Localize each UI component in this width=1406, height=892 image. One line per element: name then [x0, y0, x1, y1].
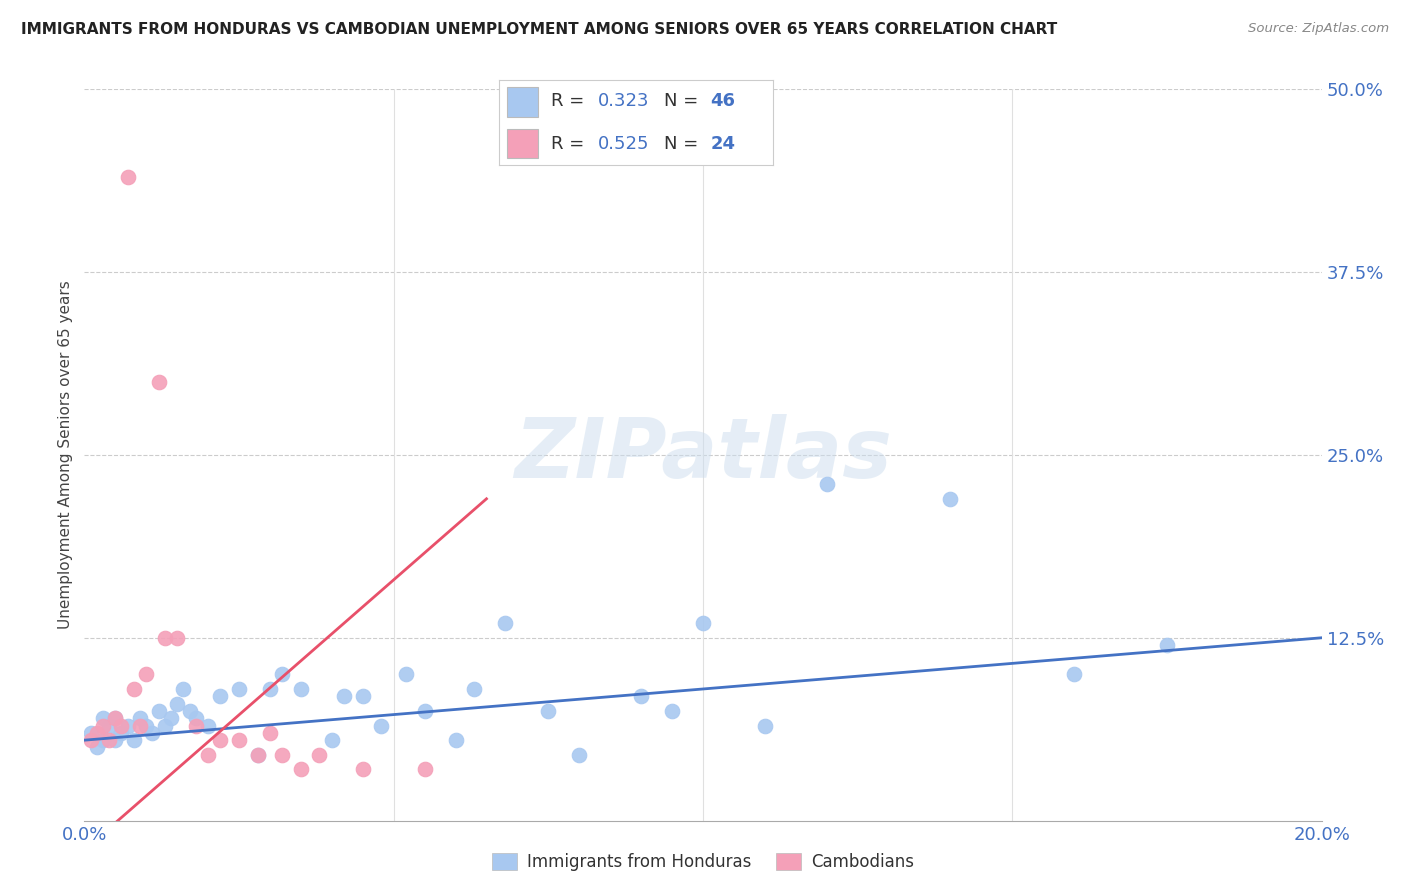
Text: N =: N = [664, 93, 703, 111]
Point [661, 704, 683, 718]
Point [815, 477, 838, 491]
Point [79, 726, 101, 740]
Text: IMMIGRANTS FROM HONDURAS VS CAMBODIAN UNEMPLOYMENT AMONG SENIORS OVER 65 YEARS C: IMMIGRANTS FROM HONDURAS VS CAMBODIAN UN… [21, 22, 1057, 37]
Point [692, 616, 714, 631]
Point [184, 711, 207, 725]
Point [91, 711, 114, 725]
Point [184, 718, 207, 732]
Point [259, 681, 281, 696]
Point [172, 681, 194, 696]
Text: N =: N = [664, 135, 703, 153]
Bar [508, 87, 537, 117]
Text: 46: 46 [710, 93, 735, 111]
Point [166, 697, 188, 711]
Point [228, 681, 250, 696]
Legend: Immigrants from Honduras, Cambodians: Immigrants from Honduras, Cambodians [485, 847, 921, 878]
Point [413, 763, 436, 777]
Text: Source: ZipAtlas.com: Source: ZipAtlas.com [1249, 22, 1389, 36]
Point [1063, 667, 1085, 681]
Point [141, 726, 163, 740]
Text: 24: 24 [710, 135, 735, 153]
Point [246, 747, 269, 762]
Point [153, 631, 176, 645]
Point [160, 711, 183, 725]
Point [413, 704, 436, 718]
Point [259, 726, 281, 740]
Point [129, 711, 152, 725]
Point [271, 667, 294, 681]
Point [228, 733, 250, 747]
Point [246, 747, 269, 762]
Point [117, 718, 139, 732]
Point [290, 681, 312, 696]
Point [370, 718, 392, 732]
Point [630, 690, 652, 704]
Point [148, 704, 170, 718]
Point [98, 718, 121, 732]
Point [209, 733, 232, 747]
Point [104, 711, 127, 725]
Point [444, 733, 467, 747]
Point [395, 667, 418, 681]
Point [79, 733, 101, 747]
Point [197, 718, 219, 732]
Point [271, 747, 294, 762]
Point [209, 690, 232, 704]
Point [754, 718, 776, 732]
Point [98, 733, 121, 747]
Point [321, 733, 343, 747]
Point [104, 733, 127, 747]
Point [135, 667, 157, 681]
Point [91, 733, 114, 747]
Text: ZIPatlas: ZIPatlas [515, 415, 891, 495]
Point [1156, 638, 1178, 652]
Point [197, 747, 219, 762]
Point [122, 733, 145, 747]
Text: 0.323: 0.323 [598, 93, 650, 111]
Point [463, 681, 485, 696]
Text: R =: R = [551, 135, 591, 153]
Y-axis label: Unemployment Among Seniors over 65 years: Unemployment Among Seniors over 65 years [58, 281, 73, 629]
Bar [508, 128, 537, 158]
Text: R =: R = [551, 93, 591, 111]
Point [568, 747, 591, 762]
Point [122, 681, 145, 696]
Point [939, 491, 962, 506]
Point [333, 690, 356, 704]
Point [179, 704, 201, 718]
Point [537, 704, 560, 718]
Point [117, 169, 139, 184]
Point [129, 718, 152, 732]
Point [308, 747, 330, 762]
Point [110, 726, 132, 740]
Point [290, 763, 312, 777]
Point [86, 726, 108, 740]
Point [352, 763, 374, 777]
Point [91, 718, 114, 732]
Point [352, 690, 374, 704]
Point [153, 718, 176, 732]
Point [86, 740, 108, 755]
Point [166, 631, 188, 645]
Point [135, 718, 157, 732]
Point [104, 711, 127, 725]
Point [110, 718, 132, 732]
Point [494, 616, 516, 631]
Text: 0.525: 0.525 [598, 135, 650, 153]
Point [148, 375, 170, 389]
